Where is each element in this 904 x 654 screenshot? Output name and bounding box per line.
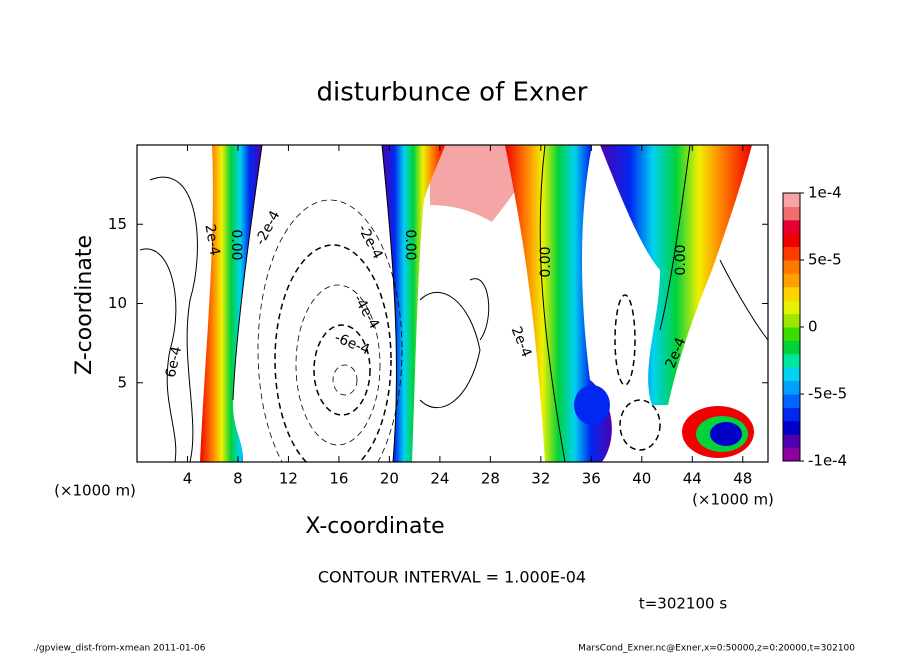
colorbar-tick-label: 5e-5 [808,251,842,269]
contour-label: 0.00 [538,246,554,277]
y-tick-label: 5 [117,373,127,391]
colorbar-segment [783,380,800,395]
colorbar-tick-label: 1e-4 [808,184,842,202]
colorbar-segment [783,367,800,382]
time-label: t=302100 s [639,595,727,613]
x-tick-label: 16 [329,470,348,488]
colorbar-segment [783,353,800,368]
colorbar-segment [783,233,800,248]
colorbar-tick-label: -5e-5 [808,385,847,403]
contour-label: -2e-4 [252,208,283,248]
footer-left: ./gpview_dist-from-xmean 2011-01-06 [33,644,206,654]
x-unit-label: (×1000 m) [692,491,774,509]
colorbar-segment [783,300,800,315]
shading [505,145,612,462]
colorbar-segment [783,407,800,422]
shading [574,385,610,425]
x-tick-label: 32 [531,470,550,488]
contour-lines [139,145,768,462]
colorbar-segment [783,260,800,274]
shading [382,145,445,462]
y-tick-label: 10 [108,294,127,312]
colorbar-segment [783,434,800,449]
colorbar-segment [783,394,800,408]
chart-title: disturbunce of Exner [317,78,588,108]
y-tick-label: 15 [108,215,127,233]
contour-label: -4e-4 [350,292,382,332]
x-tick-label: 48 [733,470,752,488]
shading [200,145,262,462]
x-tick-label: 12 [279,470,298,488]
contour-label: 2e-4 [201,223,222,257]
colorbar-segment [783,246,800,261]
colorbar-segment [783,327,800,341]
colorbar-segment [783,420,800,435]
contour-label: 2e-4 [508,324,535,359]
shading [600,145,752,405]
footer-right: MarsCond_Exner.nc@Exner,x=0:50000,z=0:20… [578,644,855,654]
x-tick-label: 20 [380,470,399,488]
x-tick-label: 44 [683,470,702,488]
x-tick-label: 40 [632,470,651,488]
x-tick-label: 8 [233,470,243,488]
contour-interval: CONTOUR INTERVAL = 1.000E-04 [318,568,586,587]
colorbar-tick-label: -1e-4 [808,452,847,470]
y-axis-label: Z-coordinate [72,235,97,375]
x-tick-label: 28 [481,470,500,488]
x-tick-label: 24 [430,470,449,488]
colorbar-segment [783,219,800,234]
colorbar-segment [783,340,800,355]
colorbar-segment [783,313,800,328]
colorbar-segment [783,286,800,301]
colorbar-segment [783,193,800,207]
contour-label: 0.00 [673,244,689,275]
shading [710,422,742,446]
contour-label: 0.00 [228,229,244,260]
colorbar-segment [783,447,800,462]
x-axis-label: X-coordinate [305,514,444,539]
colorbar-segment [783,273,800,288]
contour-label: -2e-4 [354,222,385,262]
colorbar-tick-label: 0 [808,318,818,336]
contour-label: 6e-4 [163,345,185,379]
contour-field [139,145,768,462]
x-tick-label: 36 [582,470,601,488]
contour-label: -6e-4 [332,330,372,359]
contour-lines [257,199,661,462]
contour-label: 0.00 [402,229,418,260]
colorbar-segment [783,206,800,221]
y-unit-label: (×1000 m) [54,482,136,500]
x-tick-label: 4 [183,470,193,488]
